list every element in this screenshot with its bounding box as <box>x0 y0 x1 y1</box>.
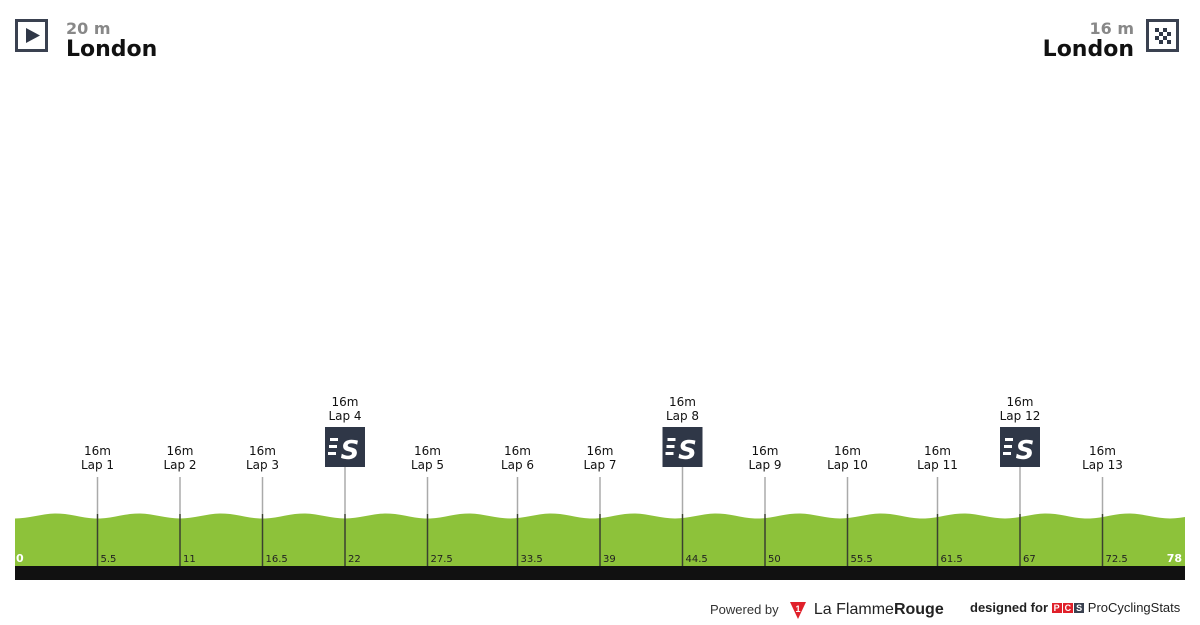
powered-label: Powered by <box>710 602 779 617</box>
finish-info: 16 m London <box>1043 20 1134 62</box>
marker-label: Lap 8 <box>666 409 699 423</box>
x-tick-label: 72.5 <box>1106 554 1128 565</box>
svg-text:S: S <box>341 436 360 466</box>
marker-altitude: 16m <box>1089 444 1116 458</box>
baseline-bar <box>15 566 1185 580</box>
x-tick-label: 44.5 <box>686 554 708 565</box>
marker-label: Lap 6 <box>501 458 534 472</box>
x-tick-label: 67 <box>1023 554 1036 565</box>
x-tick-label: 78 <box>1167 552 1182 565</box>
marker-altitude: 16m <box>84 444 111 458</box>
marker-altitude: 16m <box>1007 395 1034 409</box>
marker-label: Lap 10 <box>827 458 868 472</box>
x-tick-label: 22 <box>348 554 361 565</box>
sprint-icon: S <box>662 427 703 467</box>
x-tick-label: 55.5 <box>851 554 873 565</box>
x-tick-label: 27.5 <box>431 554 453 565</box>
svg-text:1: 1 <box>796 604 801 614</box>
x-tick-label: 11 <box>183 554 196 565</box>
checkered-flag-icon <box>1146 19 1179 52</box>
x-tick-label: 50 <box>768 554 781 565</box>
marker-altitude: 16m <box>332 395 359 409</box>
start-altitude: 20 m <box>66 19 111 38</box>
svg-text:S: S <box>1016 436 1035 466</box>
marker-altitude: 16m <box>587 444 614 458</box>
marker-altitude: 16m <box>669 395 696 409</box>
x-tick-label: 5.5 <box>101 554 117 565</box>
finish-city: London <box>1042 37 1134 62</box>
sprint-icon: S <box>1000 427 1040 467</box>
marker-label: Lap 11 <box>917 458 958 472</box>
x-tick-label: 33.5 <box>521 554 543 565</box>
marker-label: Lap 1 <box>81 458 114 472</box>
powered-by: Powered by 1 La FlammeRouge <box>710 600 944 620</box>
marker-label: Lap 3 <box>246 458 279 472</box>
x-tick-label: 39 <box>603 554 616 565</box>
start-city: London <box>66 37 158 62</box>
start-info: 20 m London <box>66 20 157 62</box>
pcs-link[interactable]: ProCyclingStats <box>1087 600 1181 615</box>
designed-label: designed for <box>970 600 1049 615</box>
svg-text:S: S <box>678 436 697 466</box>
marker-altitude: 16m <box>834 444 861 458</box>
marker-altitude: 16m <box>167 444 194 458</box>
marker-altitude: 16m <box>504 444 531 458</box>
x-tick-label: 16.5 <box>266 554 288 565</box>
x-tick-label: 0 <box>16 552 24 565</box>
profile-chart: 0 5.5 11 16.5 22 27.5 33.5 39 44.5 50 55.5 61.5 67 72… <box>15 395 1185 580</box>
marker-label: Lap 4 <box>328 409 361 423</box>
marker-altitude: 16m <box>924 444 951 458</box>
flamme-rouge-logo-icon: 1 <box>790 602 807 619</box>
x-tick-label: 61.5 <box>941 554 963 565</box>
finish-altitude: 16 m <box>1089 19 1134 38</box>
marker-label: Lap 9 <box>748 458 781 472</box>
marker-altitude: 16m <box>414 444 441 458</box>
marker-label: Lap 2 <box>163 458 196 472</box>
marker-label: Lap 13 <box>1082 458 1123 472</box>
sprint-icon: S <box>325 427 365 467</box>
marker-label: Lap 12 <box>1000 409 1041 423</box>
brand-name[interactable]: La FlammeRouge <box>813 601 944 618</box>
marker-label: Lap 5 <box>411 458 444 472</box>
marker-label: Lap 7 <box>583 458 616 472</box>
start-icon <box>15 19 48 52</box>
marker-altitude: 16m <box>249 444 276 458</box>
marker-altitude: 16m <box>752 444 779 458</box>
